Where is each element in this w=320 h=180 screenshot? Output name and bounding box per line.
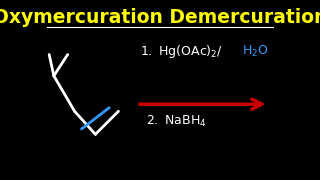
Text: $\mathregular{1.\ Hg(OAc)_2/}$: $\mathregular{1.\ Hg(OAc)_2/}$ <box>140 42 223 60</box>
Text: Oxymercuration Demercuration: Oxymercuration Demercuration <box>0 8 320 27</box>
Text: $\mathregular{2.\ NaBH_4}$: $\mathregular{2.\ NaBH_4}$ <box>146 114 207 129</box>
Text: $\mathregular{H_2O}$: $\mathregular{H_2O}$ <box>242 43 268 58</box>
